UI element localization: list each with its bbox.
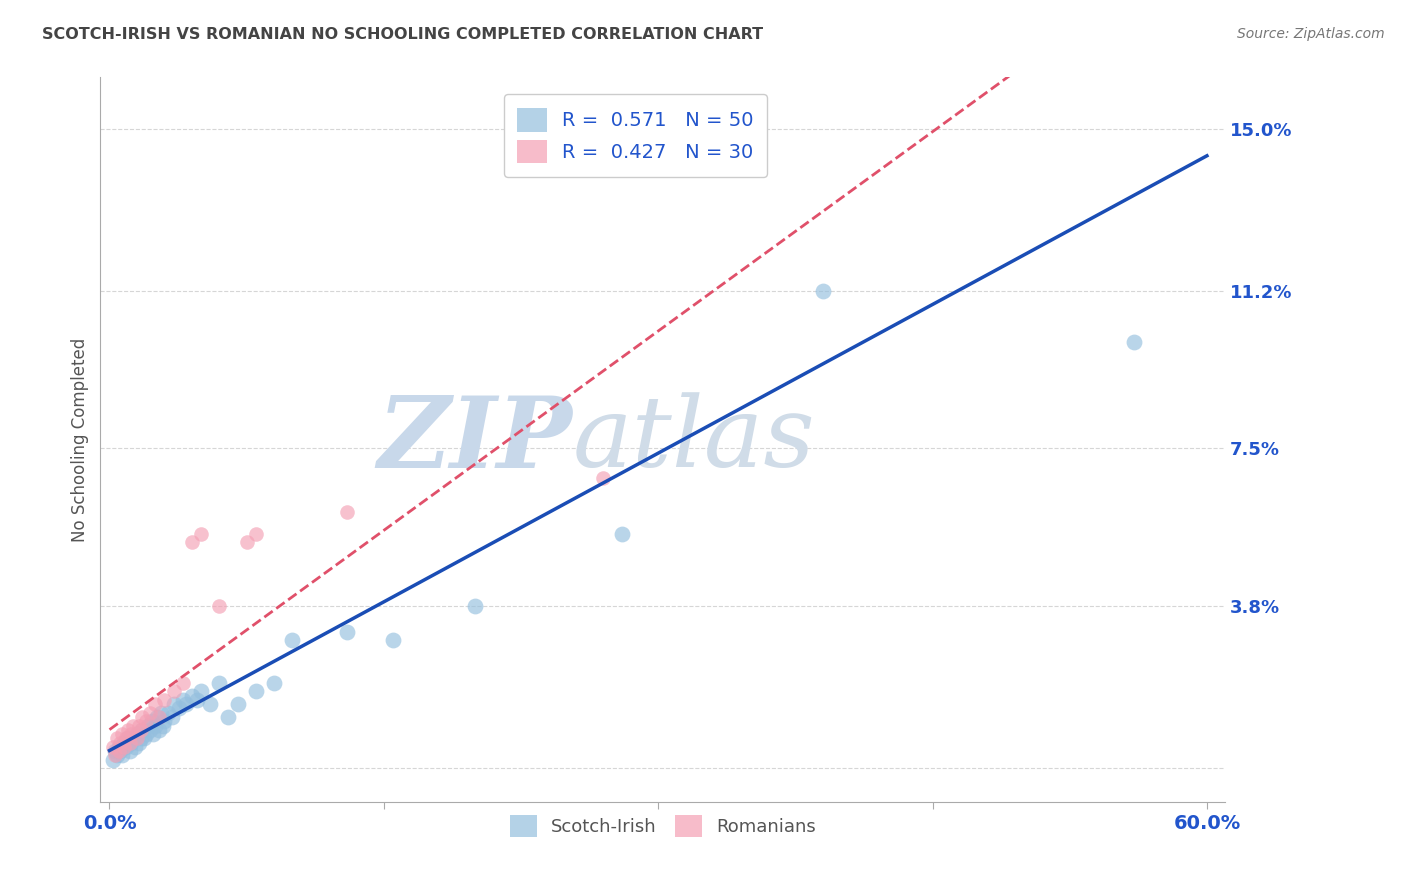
Point: [208, 676, 231, 690]
Point: [135, 714, 157, 729]
Point: [152, 718, 174, 732]
Point: [107, 744, 129, 758]
Point: [110, 744, 132, 758]
Point: [115, 731, 138, 746]
Point: [138, 706, 160, 720]
Point: [1122, 334, 1144, 349]
Point: [120, 735, 142, 749]
Point: [146, 710, 169, 724]
Text: SCOTCH-IRISH VS ROMANIAN NO SCHOOLING COMPLETED CORRELATION CHART: SCOTCH-IRISH VS ROMANIAN NO SCHOOLING CO…: [42, 27, 763, 42]
Point: [198, 697, 221, 711]
Point: [101, 753, 124, 767]
Point: [167, 701, 190, 715]
Point: [124, 739, 146, 754]
Point: [111, 748, 134, 763]
Point: [180, 689, 202, 703]
Point: [245, 684, 267, 698]
Point: [104, 744, 127, 758]
Point: [149, 706, 172, 720]
Point: [610, 526, 633, 541]
Point: [120, 727, 142, 741]
Point: [128, 718, 150, 732]
Legend: Scotch-Irish, Romanians: Scotch-Irish, Romanians: [502, 807, 824, 844]
Point: [129, 731, 152, 746]
Point: [107, 739, 129, 754]
Point: [142, 727, 165, 741]
Point: [160, 710, 183, 724]
Point: [180, 535, 202, 549]
Point: [134, 731, 156, 746]
Point: [117, 731, 139, 746]
Point: [136, 718, 159, 732]
Point: [122, 718, 145, 732]
Point: [336, 624, 359, 639]
Point: [125, 731, 148, 746]
Point: [263, 676, 285, 690]
Text: atlas: atlas: [572, 392, 815, 488]
Point: [110, 735, 132, 749]
Point: [245, 526, 267, 541]
Point: [101, 739, 124, 754]
Point: [162, 684, 184, 698]
Point: [118, 735, 141, 749]
Point: [162, 697, 184, 711]
Point: [112, 735, 135, 749]
Point: [112, 739, 135, 754]
Point: [382, 633, 405, 648]
Point: [148, 723, 170, 737]
Point: [105, 731, 128, 746]
Point: [131, 710, 153, 724]
Y-axis label: No Schooling Completed: No Schooling Completed: [72, 338, 89, 542]
Point: [141, 714, 163, 729]
Point: [135, 727, 157, 741]
Point: [592, 130, 614, 145]
Point: [190, 684, 212, 698]
Point: [217, 710, 239, 724]
Point: [153, 693, 176, 707]
Point: [157, 706, 180, 720]
Point: [125, 727, 148, 741]
Point: [138, 723, 160, 737]
Point: [153, 714, 176, 729]
Point: [129, 723, 152, 737]
Point: [176, 697, 198, 711]
Point: [111, 727, 134, 741]
Point: [105, 748, 128, 763]
Point: [104, 748, 127, 763]
Point: [148, 710, 170, 724]
Point: [592, 471, 614, 485]
Point: [172, 693, 194, 707]
Point: [226, 697, 249, 711]
Point: [118, 744, 141, 758]
Point: [186, 693, 208, 707]
Point: [464, 599, 486, 614]
Point: [190, 526, 212, 541]
Point: [235, 535, 257, 549]
Point: [128, 735, 150, 749]
Point: [281, 633, 304, 648]
Point: [131, 723, 153, 737]
Point: [115, 739, 138, 754]
Point: [172, 676, 194, 690]
Point: [122, 731, 145, 746]
Point: [143, 718, 166, 732]
Point: [117, 723, 139, 737]
Point: [143, 697, 166, 711]
Text: ZIP: ZIP: [378, 392, 572, 488]
Point: [336, 505, 359, 519]
Point: [811, 284, 834, 298]
Point: [208, 599, 231, 614]
Text: Source: ZipAtlas.com: Source: ZipAtlas.com: [1237, 27, 1385, 41]
